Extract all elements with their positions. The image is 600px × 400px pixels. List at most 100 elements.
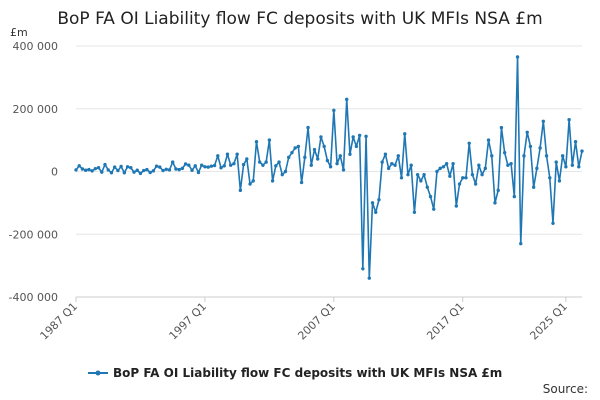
data-point[interactable]	[386, 166, 391, 171]
data-point[interactable]	[209, 164, 214, 168]
data-point[interactable]	[480, 172, 484, 177]
data-point[interactable]	[122, 171, 127, 175]
data-point[interactable]	[312, 147, 317, 152]
data-point[interactable]	[93, 166, 98, 171]
data-point[interactable]	[238, 188, 243, 193]
data-point[interactable]	[222, 164, 226, 168]
data-point[interactable]	[528, 144, 533, 149]
data-point[interactable]	[290, 150, 294, 155]
data-point[interactable]	[319, 135, 323, 139]
data-point[interactable]	[232, 161, 236, 166]
data-point[interactable]	[83, 168, 88, 172]
data-point[interactable]	[486, 138, 491, 142]
data-point[interactable]	[229, 163, 233, 167]
data-point[interactable]	[154, 164, 159, 168]
data-point[interactable]	[361, 267, 365, 271]
data-point[interactable]	[141, 168, 146, 173]
data-point[interactable]	[522, 154, 526, 158]
data-point[interactable]	[383, 152, 388, 156]
data-point[interactable]	[380, 160, 384, 164]
data-point[interactable]	[219, 166, 223, 170]
data-point[interactable]	[158, 165, 162, 169]
data-point[interactable]	[428, 194, 433, 199]
data-point[interactable]	[303, 155, 307, 160]
data-point[interactable]	[87, 167, 91, 172]
data-point[interactable]	[148, 170, 152, 175]
data-point[interactable]	[135, 168, 139, 172]
data-point[interactable]	[454, 204, 459, 208]
data-point[interactable]	[325, 158, 330, 163]
data-point[interactable]	[335, 161, 339, 166]
data-point[interactable]	[258, 160, 262, 164]
data-point[interactable]	[267, 138, 272, 142]
data-point[interactable]	[180, 166, 185, 171]
data-point[interactable]	[374, 210, 378, 214]
data-point[interactable]	[351, 135, 355, 139]
data-point[interactable]	[548, 176, 552, 180]
data-point[interactable]	[270, 179, 275, 183]
data-point[interactable]	[419, 179, 423, 183]
data-point[interactable]	[170, 160, 175, 164]
data-point[interactable]	[129, 166, 133, 170]
data-point[interactable]	[357, 133, 362, 138]
data-point[interactable]	[309, 163, 313, 167]
data-point[interactable]	[322, 144, 326, 149]
data-point[interactable]	[245, 157, 249, 161]
data-point[interactable]	[367, 276, 371, 280]
data-point[interactable]	[80, 167, 85, 171]
data-point[interactable]	[567, 118, 571, 122]
data-point[interactable]	[332, 108, 336, 113]
data-point[interactable]	[422, 172, 426, 177]
data-point[interactable]	[406, 172, 410, 177]
data-point[interactable]	[399, 176, 404, 180]
data-point[interactable]	[177, 167, 181, 172]
data-point[interactable]	[261, 163, 265, 167]
data-point[interactable]	[580, 149, 584, 153]
data-point[interactable]	[438, 166, 442, 171]
data-point[interactable]	[345, 97, 349, 102]
data-point[interactable]	[212, 163, 217, 168]
data-point[interactable]	[174, 167, 178, 171]
data-point[interactable]	[106, 168, 110, 172]
data-point[interactable]	[132, 170, 136, 174]
data-point[interactable]	[390, 161, 394, 166]
data-point[interactable]	[225, 152, 230, 156]
data-point[interactable]	[551, 221, 555, 225]
data-point[interactable]	[164, 167, 168, 172]
data-point[interactable]	[251, 179, 255, 183]
data-point[interactable]	[370, 201, 375, 205]
data-point[interactable]	[248, 182, 252, 186]
data-point[interactable]	[496, 188, 500, 193]
data-point[interactable]	[531, 185, 536, 189]
data-point[interactable]	[393, 163, 397, 167]
data-point[interactable]	[77, 164, 81, 168]
data-point[interactable]	[125, 165, 130, 169]
data-point[interactable]	[541, 119, 546, 124]
data-point[interactable]	[535, 166, 539, 171]
data-point[interactable]	[577, 165, 581, 169]
data-point[interactable]	[206, 165, 210, 169]
data-point[interactable]	[502, 150, 507, 155]
data-point[interactable]	[109, 171, 114, 175]
data-point[interactable]	[570, 163, 575, 167]
data-point[interactable]	[470, 172, 475, 177]
data-point[interactable]	[187, 163, 191, 167]
data-point[interactable]	[145, 167, 149, 172]
data-point[interactable]	[235, 152, 239, 156]
data-point[interactable]	[432, 207, 436, 211]
data-point[interactable]	[280, 172, 284, 177]
data-point[interactable]	[277, 160, 281, 164]
legend[interactable]: BoP FA OI Liability flow FC deposits wit…	[88, 366, 502, 380]
data-point[interactable]	[525, 130, 529, 134]
data-point[interactable]	[293, 146, 297, 150]
data-point[interactable]	[448, 174, 452, 178]
data-point[interactable]	[409, 163, 413, 167]
data-point[interactable]	[564, 165, 568, 169]
data-point[interactable]	[254, 139, 259, 144]
data-point[interactable]	[264, 160, 268, 164]
data-point[interactable]	[473, 182, 478, 186]
data-point[interactable]	[161, 168, 165, 173]
data-point[interactable]	[199, 163, 204, 167]
data-point[interactable]	[203, 165, 207, 169]
data-point[interactable]	[512, 194, 517, 199]
